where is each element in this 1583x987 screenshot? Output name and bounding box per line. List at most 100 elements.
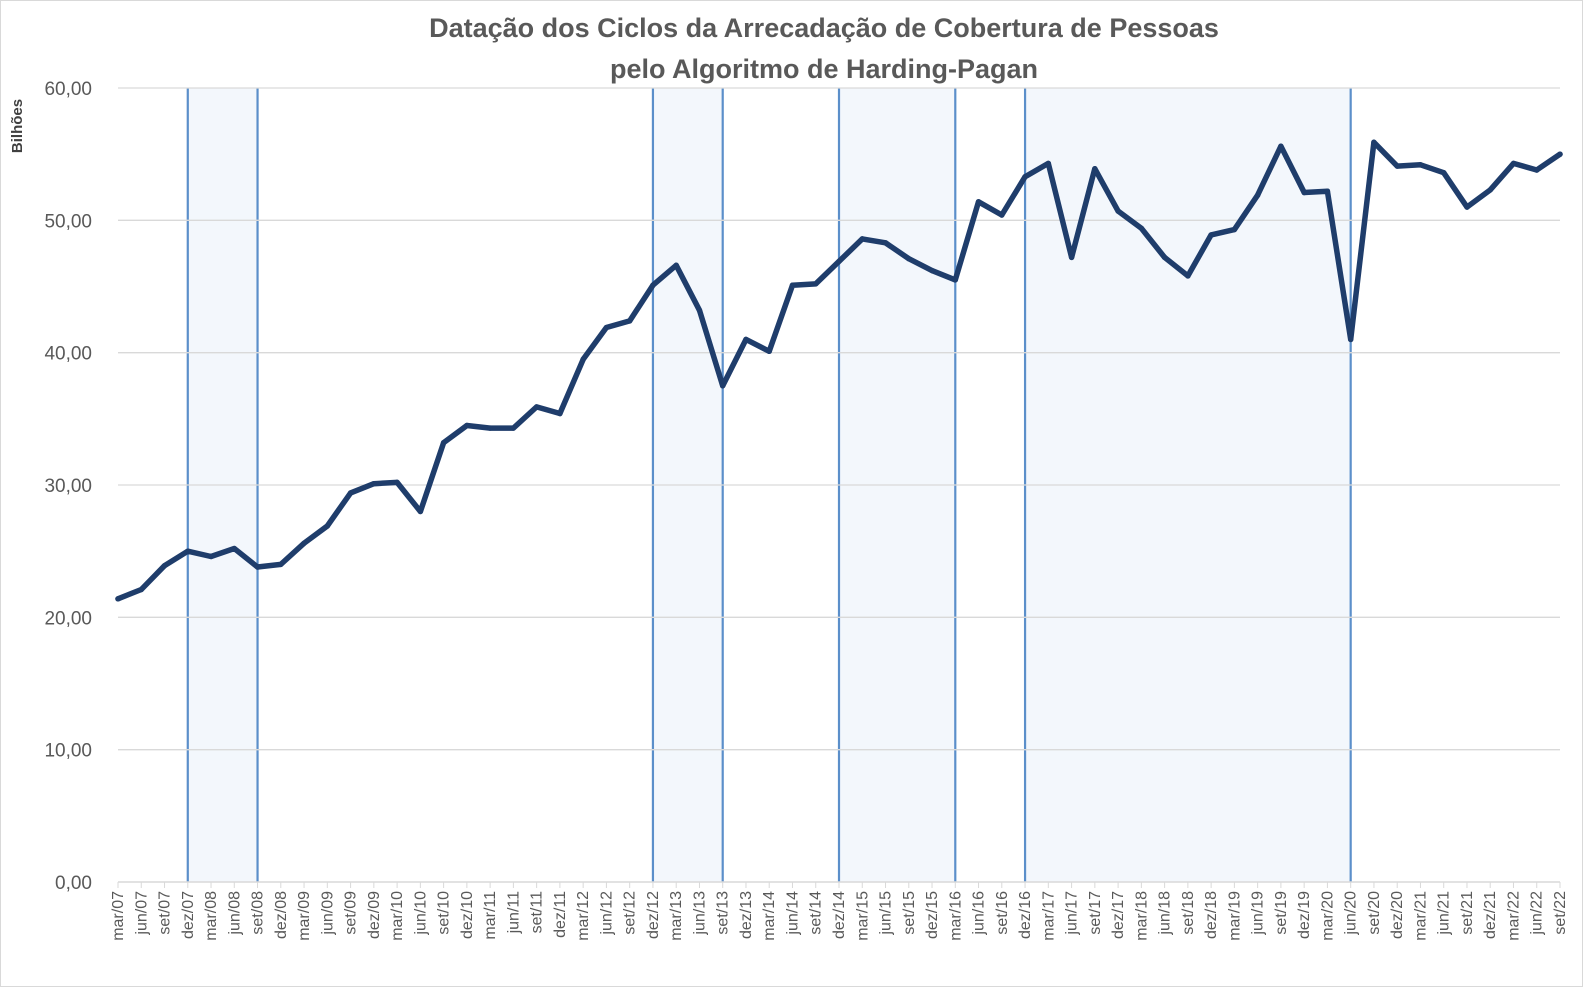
data-point <box>859 236 865 242</box>
data-point <box>1324 188 1331 194</box>
data-point <box>161 563 168 569</box>
y-tick-label: 40,00 <box>44 344 92 365</box>
data-point <box>999 212 1005 218</box>
x-tick-label: dez/17 <box>1110 891 1127 939</box>
x-tick-label: dez/08 <box>273 891 290 939</box>
data-point <box>440 439 447 446</box>
x-tick-label: set/22 <box>1552 891 1569 935</box>
chart-title-line-2: pelo Algoritmo de Harding-Pagan <box>610 54 1038 84</box>
data-point <box>557 410 563 417</box>
data-point <box>208 553 214 560</box>
data-point <box>1371 139 1377 145</box>
x-tick-label: dez/21 <box>1482 891 1499 939</box>
data-point <box>1278 143 1284 149</box>
data-point <box>580 356 586 362</box>
data-point <box>1464 204 1470 210</box>
data-point <box>1022 173 1028 180</box>
data-point <box>673 262 679 269</box>
x-tick-label: mar/13 <box>668 891 685 941</box>
x-tick-label: set/18 <box>1180 891 1197 935</box>
data-point <box>836 258 842 265</box>
y-tick-label: 30,00 <box>44 476 92 497</box>
x-tick-label: jun/19 <box>1250 891 1267 936</box>
x-tick-label: set/15 <box>901 891 918 935</box>
data-point <box>1557 151 1563 157</box>
x-tick-label: set/11 <box>529 891 546 934</box>
y-axis-ticks: 0,00 10,00 20,00 30,00 40,00 50,00 60,00 <box>44 79 92 894</box>
x-tick-label: jun/15 <box>878 891 895 936</box>
data-point <box>1301 189 1307 196</box>
x-tick-label: mar/14 <box>761 891 778 941</box>
data-point <box>1231 226 1238 233</box>
data-point <box>1161 254 1168 261</box>
data-point <box>510 425 517 431</box>
data-point <box>185 548 191 554</box>
x-tick-label: dez/07 <box>180 891 197 939</box>
series-group <box>115 139 1563 602</box>
x-tick-label: set/19 <box>1273 891 1290 935</box>
data-point <box>1045 160 1052 167</box>
x-tick-label: set/13 <box>715 891 732 935</box>
x-tick-label: jun/17 <box>1064 891 1081 936</box>
data-point <box>1185 273 1191 279</box>
x-tick-label: jun/13 <box>691 891 708 936</box>
data-point <box>743 336 749 343</box>
data-point <box>696 307 703 314</box>
y-tick-label: 0,00 <box>55 873 92 894</box>
data-point <box>1534 167 1540 173</box>
x-tick-label: set/07 <box>157 891 174 935</box>
x-tick-label: mar/16 <box>947 891 964 941</box>
data-point <box>1394 163 1400 169</box>
data-point <box>882 240 889 246</box>
x-tick-label: dez/14 <box>831 891 848 939</box>
data-point <box>138 586 144 593</box>
data-point <box>1208 232 1214 238</box>
x-tick-label: jun/20 <box>1343 891 1360 936</box>
data-point <box>952 277 958 283</box>
x-tick-label: mar/09 <box>296 891 313 941</box>
x-tick-label: mar/07 <box>110 891 127 941</box>
x-tick-label: mar/20 <box>1319 891 1336 941</box>
data-point <box>906 256 912 262</box>
y-axis-label: Bilhões <box>9 99 26 153</box>
x-tick-label: jun/16 <box>971 891 988 936</box>
x-tick-label: set/10 <box>436 891 453 935</box>
x-tick-label: mar/15 <box>854 891 871 941</box>
x-tick-label: dez/09 <box>366 891 383 939</box>
data-point <box>347 490 354 496</box>
data-point <box>789 282 796 288</box>
data-point <box>1487 187 1493 193</box>
x-tick-label: mar/17 <box>1040 891 1057 941</box>
x-tick-label: set/21 <box>1459 891 1476 935</box>
x-tick-label: jun/11 <box>505 891 522 935</box>
x-tick-label: mar/08 <box>203 891 220 941</box>
data-point <box>929 267 935 274</box>
x-tick-label: jun/12 <box>598 891 615 936</box>
y-tick-label: 60,00 <box>44 79 92 100</box>
x-tick-label: dez/20 <box>1389 891 1406 939</box>
x-tick-label: mar/10 <box>389 891 406 941</box>
data-point <box>650 282 656 288</box>
data-point <box>487 425 493 431</box>
x-tick-label: dez/11 <box>552 891 569 938</box>
data-point <box>301 540 307 546</box>
x-tick-label: dez/19 <box>1296 891 1313 939</box>
x-tick-label: jun/09 <box>319 891 336 936</box>
x-tick-label: mar/22 <box>1505 891 1522 941</box>
x-tick-label: dez/15 <box>924 891 941 939</box>
data-point <box>1510 160 1517 167</box>
data-point <box>975 199 982 205</box>
x-tick-label: jun/08 <box>226 891 243 936</box>
data-point <box>766 348 772 355</box>
data-point <box>626 318 633 324</box>
data-point <box>1115 208 1121 214</box>
x-tick-label: set/17 <box>1087 891 1104 935</box>
data-point <box>371 480 377 487</box>
data-point <box>324 523 331 529</box>
y-tick-label: 50,00 <box>44 211 92 232</box>
x-tick-label: jun/22 <box>1529 891 1546 936</box>
x-tick-label: mar/12 <box>575 891 592 941</box>
data-point <box>533 404 540 410</box>
data-point <box>1441 169 1447 176</box>
